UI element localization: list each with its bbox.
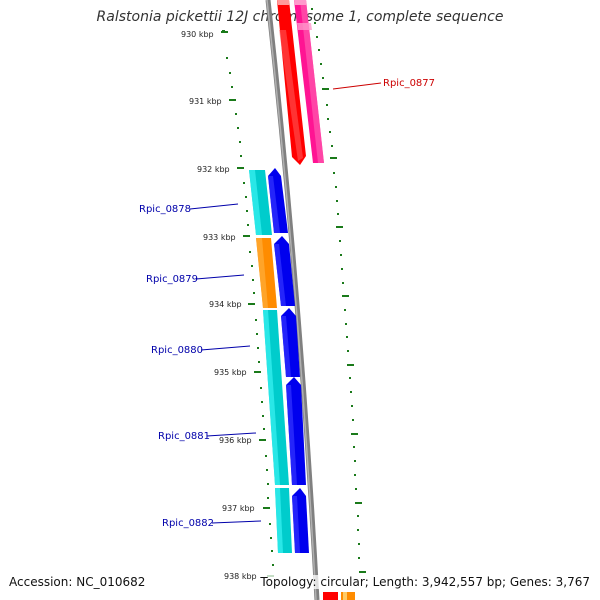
backbone-highlight (266, 0, 317, 600)
scale-tick-labels: 930 kbp 931 kbp 932 kbp 933 kbp 934 kbp … (181, 30, 257, 581)
gene-label-rpic-0879[interactable]: Rpic_0879 (146, 274, 245, 285)
backbone-circle (265, 0, 320, 600)
cds-partial-bottom[interactable] (323, 592, 355, 600)
gene-label-rpic-0882[interactable]: Rpic_0882 (162, 518, 262, 529)
tick-label-933: 933 kbp (203, 233, 236, 242)
tick-label-930: 930 kbp (181, 30, 214, 39)
cog-cyan-rpic-0878[interactable] (249, 170, 272, 235)
gene-label-text-rpic-0880: Rpic_0880 (151, 345, 203, 356)
tick-label-934: 934 kbp (209, 300, 242, 309)
topology-summary: Topology: circular; Length: 3,942,557 bp… (260, 575, 590, 589)
gene-label-text-rpic-0878: Rpic_0878 (139, 204, 191, 215)
cds-rpic-0882[interactable] (292, 488, 309, 553)
cds-rpic-0880[interactable] (281, 308, 300, 377)
cds-rpic-0877[interactable] (277, 0, 306, 165)
outer-scale-dots (311, 8, 360, 559)
gene-label-text-rpic-0877: Rpic_0877 (383, 78, 435, 89)
tick-label-937: 937 kbp (222, 504, 255, 513)
gene-label-text-rpic-0879: Rpic_0879 (146, 274, 198, 285)
cog-cyan-rpic-0882[interactable] (275, 488, 292, 553)
cog-orange-rpic-0879[interactable] (256, 238, 277, 308)
gene-label-rpic-0881[interactable]: Rpic_0881 (158, 431, 257, 442)
accession-label: Accession: NC_010682 (9, 575, 146, 589)
gene-label-text-rpic-0881: Rpic_0881 (158, 431, 210, 442)
cog-pink-rpic-0877[interactable] (294, 0, 324, 163)
gene-label-rpic-0877[interactable]: Rpic_0877 (332, 78, 435, 90)
outer-scale-ticks (322, 88, 366, 573)
cds-rpic-0878[interactable] (268, 168, 288, 233)
gene-label-rpic-0880[interactable]: Rpic_0880 (151, 345, 251, 356)
gene-label-text-rpic-0882: Rpic_0882 (162, 518, 214, 529)
cog-cyan-rpic-0880-0881[interactable] (263, 310, 289, 485)
tick-label-931: 931 kbp (189, 97, 222, 106)
inner-scale-dots (222, 30, 274, 566)
gene-label-rpic-0878[interactable]: Rpic_0878 (139, 203, 239, 215)
tick-label-938: 938 kbp (224, 572, 257, 581)
cds-rpic-0881[interactable] (286, 377, 306, 485)
cds-rpic-0879[interactable] (274, 236, 295, 306)
tick-label-936: 936 kbp (219, 436, 252, 445)
tick-label-932: 932 kbp (197, 165, 230, 174)
tick-label-935: 935 kbp (214, 368, 247, 377)
